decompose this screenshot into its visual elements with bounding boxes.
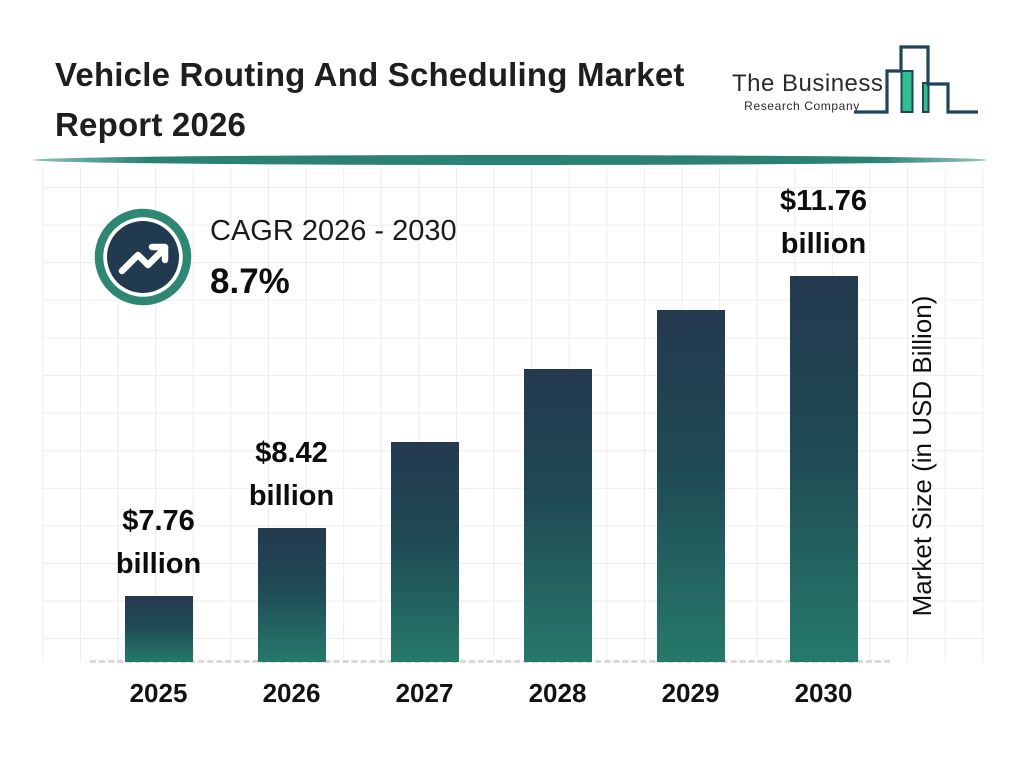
bar [124, 596, 193, 662]
company-logo-text: The Business Research Company [732, 70, 884, 113]
bar-group-2026: $8.42 billion [225, 180, 358, 662]
cagr-range-label: CAGR 2026 - 2030 [210, 215, 457, 247]
page-title-line2: Report 2026 [55, 106, 247, 143]
bar-group-2028 [491, 180, 624, 662]
x-tick-2026: 2026 [262, 678, 321, 708]
bar [257, 528, 326, 662]
bar [789, 276, 858, 662]
x-tick-2027: 2027 [395, 678, 454, 708]
company-logo: The Business Research Company [728, 36, 988, 126]
x-tick-2028: 2028 [528, 678, 587, 708]
bar-value-label: $11.76 billion [779, 185, 868, 260]
divider-lens [33, 155, 987, 165]
x-tick-2029: 2029 [661, 678, 720, 708]
bar [390, 442, 459, 662]
x-tick-2025: 2025 [129, 678, 188, 708]
y-axis-label: Market Size (in USD Billion) [907, 295, 937, 617]
cagr-value: 8.7% [210, 262, 290, 301]
bar [523, 369, 592, 662]
page-title-line1: Vehicle Routing And Scheduling Market [55, 56, 685, 93]
x-axis-labels: 2025 2026 2027 2028 2029 2030 [92, 678, 890, 709]
bar-group-2025: $7.76 billion [92, 180, 225, 662]
page-title: Vehicle Routing And Scheduling Market Re… [55, 50, 735, 150]
bar-value-label: $7.76 billion [115, 505, 202, 580]
x-tick-2030: 2030 [794, 678, 853, 708]
building-bars-skyline-icon [854, 45, 978, 114]
bar-group-2029 [624, 180, 757, 662]
company-name: The Business [732, 70, 884, 97]
company-subtitle: Research Company [744, 99, 860, 113]
bar-chart: $7.76 billion $8.42 billion [92, 180, 890, 662]
bar [656, 310, 725, 662]
trending-up-arrow-icon [94, 208, 192, 306]
chart-baseline-dashed [90, 660, 890, 663]
bar-group-2030: $11.76 billion [757, 180, 890, 662]
bar-value-label: $8.42 billion [248, 437, 335, 512]
bar-group-2027 [358, 180, 491, 662]
